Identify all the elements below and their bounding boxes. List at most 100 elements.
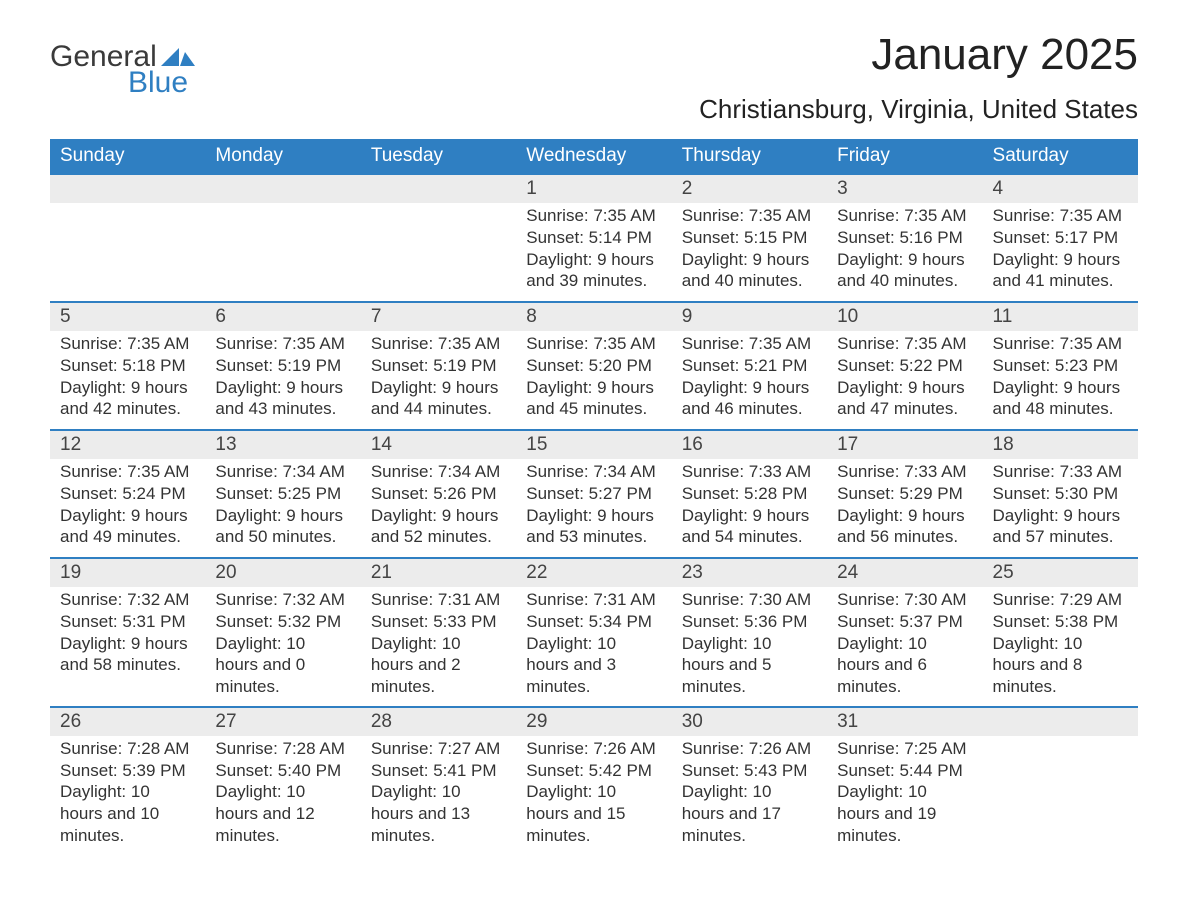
day-cell: 3Sunrise: 7:35 AMSunset: 5:16 PMDaylight…	[827, 175, 982, 301]
day-cell: 20Sunrise: 7:32 AMSunset: 5:32 PMDayligh…	[205, 559, 360, 706]
day-number: 3	[827, 175, 982, 203]
day-number: 15	[516, 431, 671, 459]
sunrise-text: Sunrise: 7:29 AM	[993, 589, 1128, 611]
day-details: Sunrise: 7:33 AMSunset: 5:28 PMDaylight:…	[672, 459, 827, 556]
day-cell: 28Sunrise: 7:27 AMSunset: 5:41 PMDayligh…	[361, 708, 516, 855]
day-details: Sunrise: 7:30 AMSunset: 5:37 PMDaylight:…	[827, 587, 982, 706]
day-number: .	[50, 175, 205, 203]
day-cell: 11Sunrise: 7:35 AMSunset: 5:23 PMDayligh…	[983, 303, 1138, 429]
sunset-text: Sunset: 5:41 PM	[371, 760, 506, 782]
sunrise-text: Sunrise: 7:35 AM	[526, 205, 661, 227]
daylight-text: Daylight: 9 hours and 40 minutes.	[682, 249, 817, 293]
calendar: SundayMondayTuesdayWednesdayThursdayFrid…	[50, 139, 1138, 855]
day-details: Sunrise: 7:35 AMSunset: 5:16 PMDaylight:…	[827, 203, 982, 300]
day-number: .	[983, 708, 1138, 736]
day-number: 13	[205, 431, 360, 459]
weekday-header: Sunday	[50, 139, 205, 173]
week-row: 19Sunrise: 7:32 AMSunset: 5:31 PMDayligh…	[50, 557, 1138, 706]
sunrise-text: Sunrise: 7:35 AM	[60, 333, 195, 355]
sunset-text: Sunset: 5:44 PM	[837, 760, 972, 782]
sunrise-text: Sunrise: 7:30 AM	[682, 589, 817, 611]
day-details: Sunrise: 7:34 AMSunset: 5:26 PMDaylight:…	[361, 459, 516, 556]
daylight-text: Daylight: 9 hours and 47 minutes.	[837, 377, 972, 421]
sunset-text: Sunset: 5:31 PM	[60, 611, 195, 633]
day-cell: 27Sunrise: 7:28 AMSunset: 5:40 PMDayligh…	[205, 708, 360, 855]
sunrise-text: Sunrise: 7:35 AM	[526, 333, 661, 355]
sunset-text: Sunset: 5:24 PM	[60, 483, 195, 505]
day-cell: .	[983, 708, 1138, 855]
top-row: General Blue January 2025 Christiansburg…	[50, 30, 1138, 125]
day-cell: 15Sunrise: 7:34 AMSunset: 5:27 PMDayligh…	[516, 431, 671, 557]
sunrise-text: Sunrise: 7:25 AM	[837, 738, 972, 760]
day-details: Sunrise: 7:35 AMSunset: 5:14 PMDaylight:…	[516, 203, 671, 300]
day-number: .	[361, 175, 516, 203]
daylight-text: Daylight: 10 hours and 0 minutes.	[215, 633, 350, 698]
day-cell: 24Sunrise: 7:30 AMSunset: 5:37 PMDayligh…	[827, 559, 982, 706]
day-cell: 9Sunrise: 7:35 AMSunset: 5:21 PMDaylight…	[672, 303, 827, 429]
sunset-text: Sunset: 5:15 PM	[682, 227, 817, 249]
sunset-text: Sunset: 5:19 PM	[371, 355, 506, 377]
sunrise-text: Sunrise: 7:30 AM	[837, 589, 972, 611]
day-details: Sunrise: 7:25 AMSunset: 5:44 PMDaylight:…	[827, 736, 982, 855]
day-details: Sunrise: 7:33 AMSunset: 5:29 PMDaylight:…	[827, 459, 982, 556]
sunrise-text: Sunrise: 7:34 AM	[526, 461, 661, 483]
day-details: Sunrise: 7:33 AMSunset: 5:30 PMDaylight:…	[983, 459, 1138, 556]
daylight-text: Daylight: 9 hours and 40 minutes.	[837, 249, 972, 293]
day-cell: 8Sunrise: 7:35 AMSunset: 5:20 PMDaylight…	[516, 303, 671, 429]
day-cell: 14Sunrise: 7:34 AMSunset: 5:26 PMDayligh…	[361, 431, 516, 557]
day-number: 4	[983, 175, 1138, 203]
sunset-text: Sunset: 5:43 PM	[682, 760, 817, 782]
weekday-header: Wednesday	[516, 139, 671, 173]
page-subtitle: Christiansburg, Virginia, United States	[699, 94, 1138, 125]
sunset-text: Sunset: 5:26 PM	[371, 483, 506, 505]
sunset-text: Sunset: 5:25 PM	[215, 483, 350, 505]
day-cell: 23Sunrise: 7:30 AMSunset: 5:36 PMDayligh…	[672, 559, 827, 706]
day-cell: .	[361, 175, 516, 301]
daylight-text: Daylight: 9 hours and 45 minutes.	[526, 377, 661, 421]
day-number: 14	[361, 431, 516, 459]
daylight-text: Daylight: 9 hours and 48 minutes.	[993, 377, 1128, 421]
day-details: Sunrise: 7:35 AMSunset: 5:18 PMDaylight:…	[50, 331, 205, 428]
sunset-text: Sunset: 5:40 PM	[215, 760, 350, 782]
sunrise-text: Sunrise: 7:32 AM	[60, 589, 195, 611]
logo-text2: Blue	[128, 66, 188, 100]
day-details: Sunrise: 7:26 AMSunset: 5:43 PMDaylight:…	[672, 736, 827, 855]
daylight-text: Daylight: 9 hours and 50 minutes.	[215, 505, 350, 549]
day-cell: 12Sunrise: 7:35 AMSunset: 5:24 PMDayligh…	[50, 431, 205, 557]
sunrise-text: Sunrise: 7:35 AM	[837, 333, 972, 355]
day-number: 12	[50, 431, 205, 459]
sunset-text: Sunset: 5:22 PM	[837, 355, 972, 377]
sunrise-text: Sunrise: 7:27 AM	[371, 738, 506, 760]
day-details: Sunrise: 7:27 AMSunset: 5:41 PMDaylight:…	[361, 736, 516, 855]
week-row: 26Sunrise: 7:28 AMSunset: 5:39 PMDayligh…	[50, 706, 1138, 855]
daylight-text: Daylight: 9 hours and 56 minutes.	[837, 505, 972, 549]
day-number: 5	[50, 303, 205, 331]
day-details: Sunrise: 7:35 AMSunset: 5:20 PMDaylight:…	[516, 331, 671, 428]
day-details: Sunrise: 7:28 AMSunset: 5:39 PMDaylight:…	[50, 736, 205, 855]
weekday-header: Thursday	[672, 139, 827, 173]
day-number: 10	[827, 303, 982, 331]
day-details: Sunrise: 7:35 AMSunset: 5:19 PMDaylight:…	[205, 331, 360, 428]
sunrise-text: Sunrise: 7:32 AM	[215, 589, 350, 611]
day-cell: 16Sunrise: 7:33 AMSunset: 5:28 PMDayligh…	[672, 431, 827, 557]
sunset-text: Sunset: 5:42 PM	[526, 760, 661, 782]
day-cell: 22Sunrise: 7:31 AMSunset: 5:34 PMDayligh…	[516, 559, 671, 706]
day-cell: 30Sunrise: 7:26 AMSunset: 5:43 PMDayligh…	[672, 708, 827, 855]
day-number: 1	[516, 175, 671, 203]
daylight-text: Daylight: 9 hours and 43 minutes.	[215, 377, 350, 421]
sunrise-text: Sunrise: 7:35 AM	[682, 205, 817, 227]
sunrise-text: Sunrise: 7:34 AM	[215, 461, 350, 483]
day-number: 7	[361, 303, 516, 331]
day-number: 29	[516, 708, 671, 736]
day-number: 11	[983, 303, 1138, 331]
day-cell: 2Sunrise: 7:35 AMSunset: 5:15 PMDaylight…	[672, 175, 827, 301]
daylight-text: Daylight: 9 hours and 53 minutes.	[526, 505, 661, 549]
sunset-text: Sunset: 5:18 PM	[60, 355, 195, 377]
day-details: Sunrise: 7:35 AMSunset: 5:22 PMDaylight:…	[827, 331, 982, 428]
day-details: Sunrise: 7:35 AMSunset: 5:21 PMDaylight:…	[672, 331, 827, 428]
day-cell: 4Sunrise: 7:35 AMSunset: 5:17 PMDaylight…	[983, 175, 1138, 301]
logo: General Blue	[50, 30, 195, 100]
day-details: Sunrise: 7:30 AMSunset: 5:36 PMDaylight:…	[672, 587, 827, 706]
daylight-text: Daylight: 10 hours and 10 minutes.	[60, 781, 195, 846]
daylight-text: Daylight: 10 hours and 6 minutes.	[837, 633, 972, 698]
